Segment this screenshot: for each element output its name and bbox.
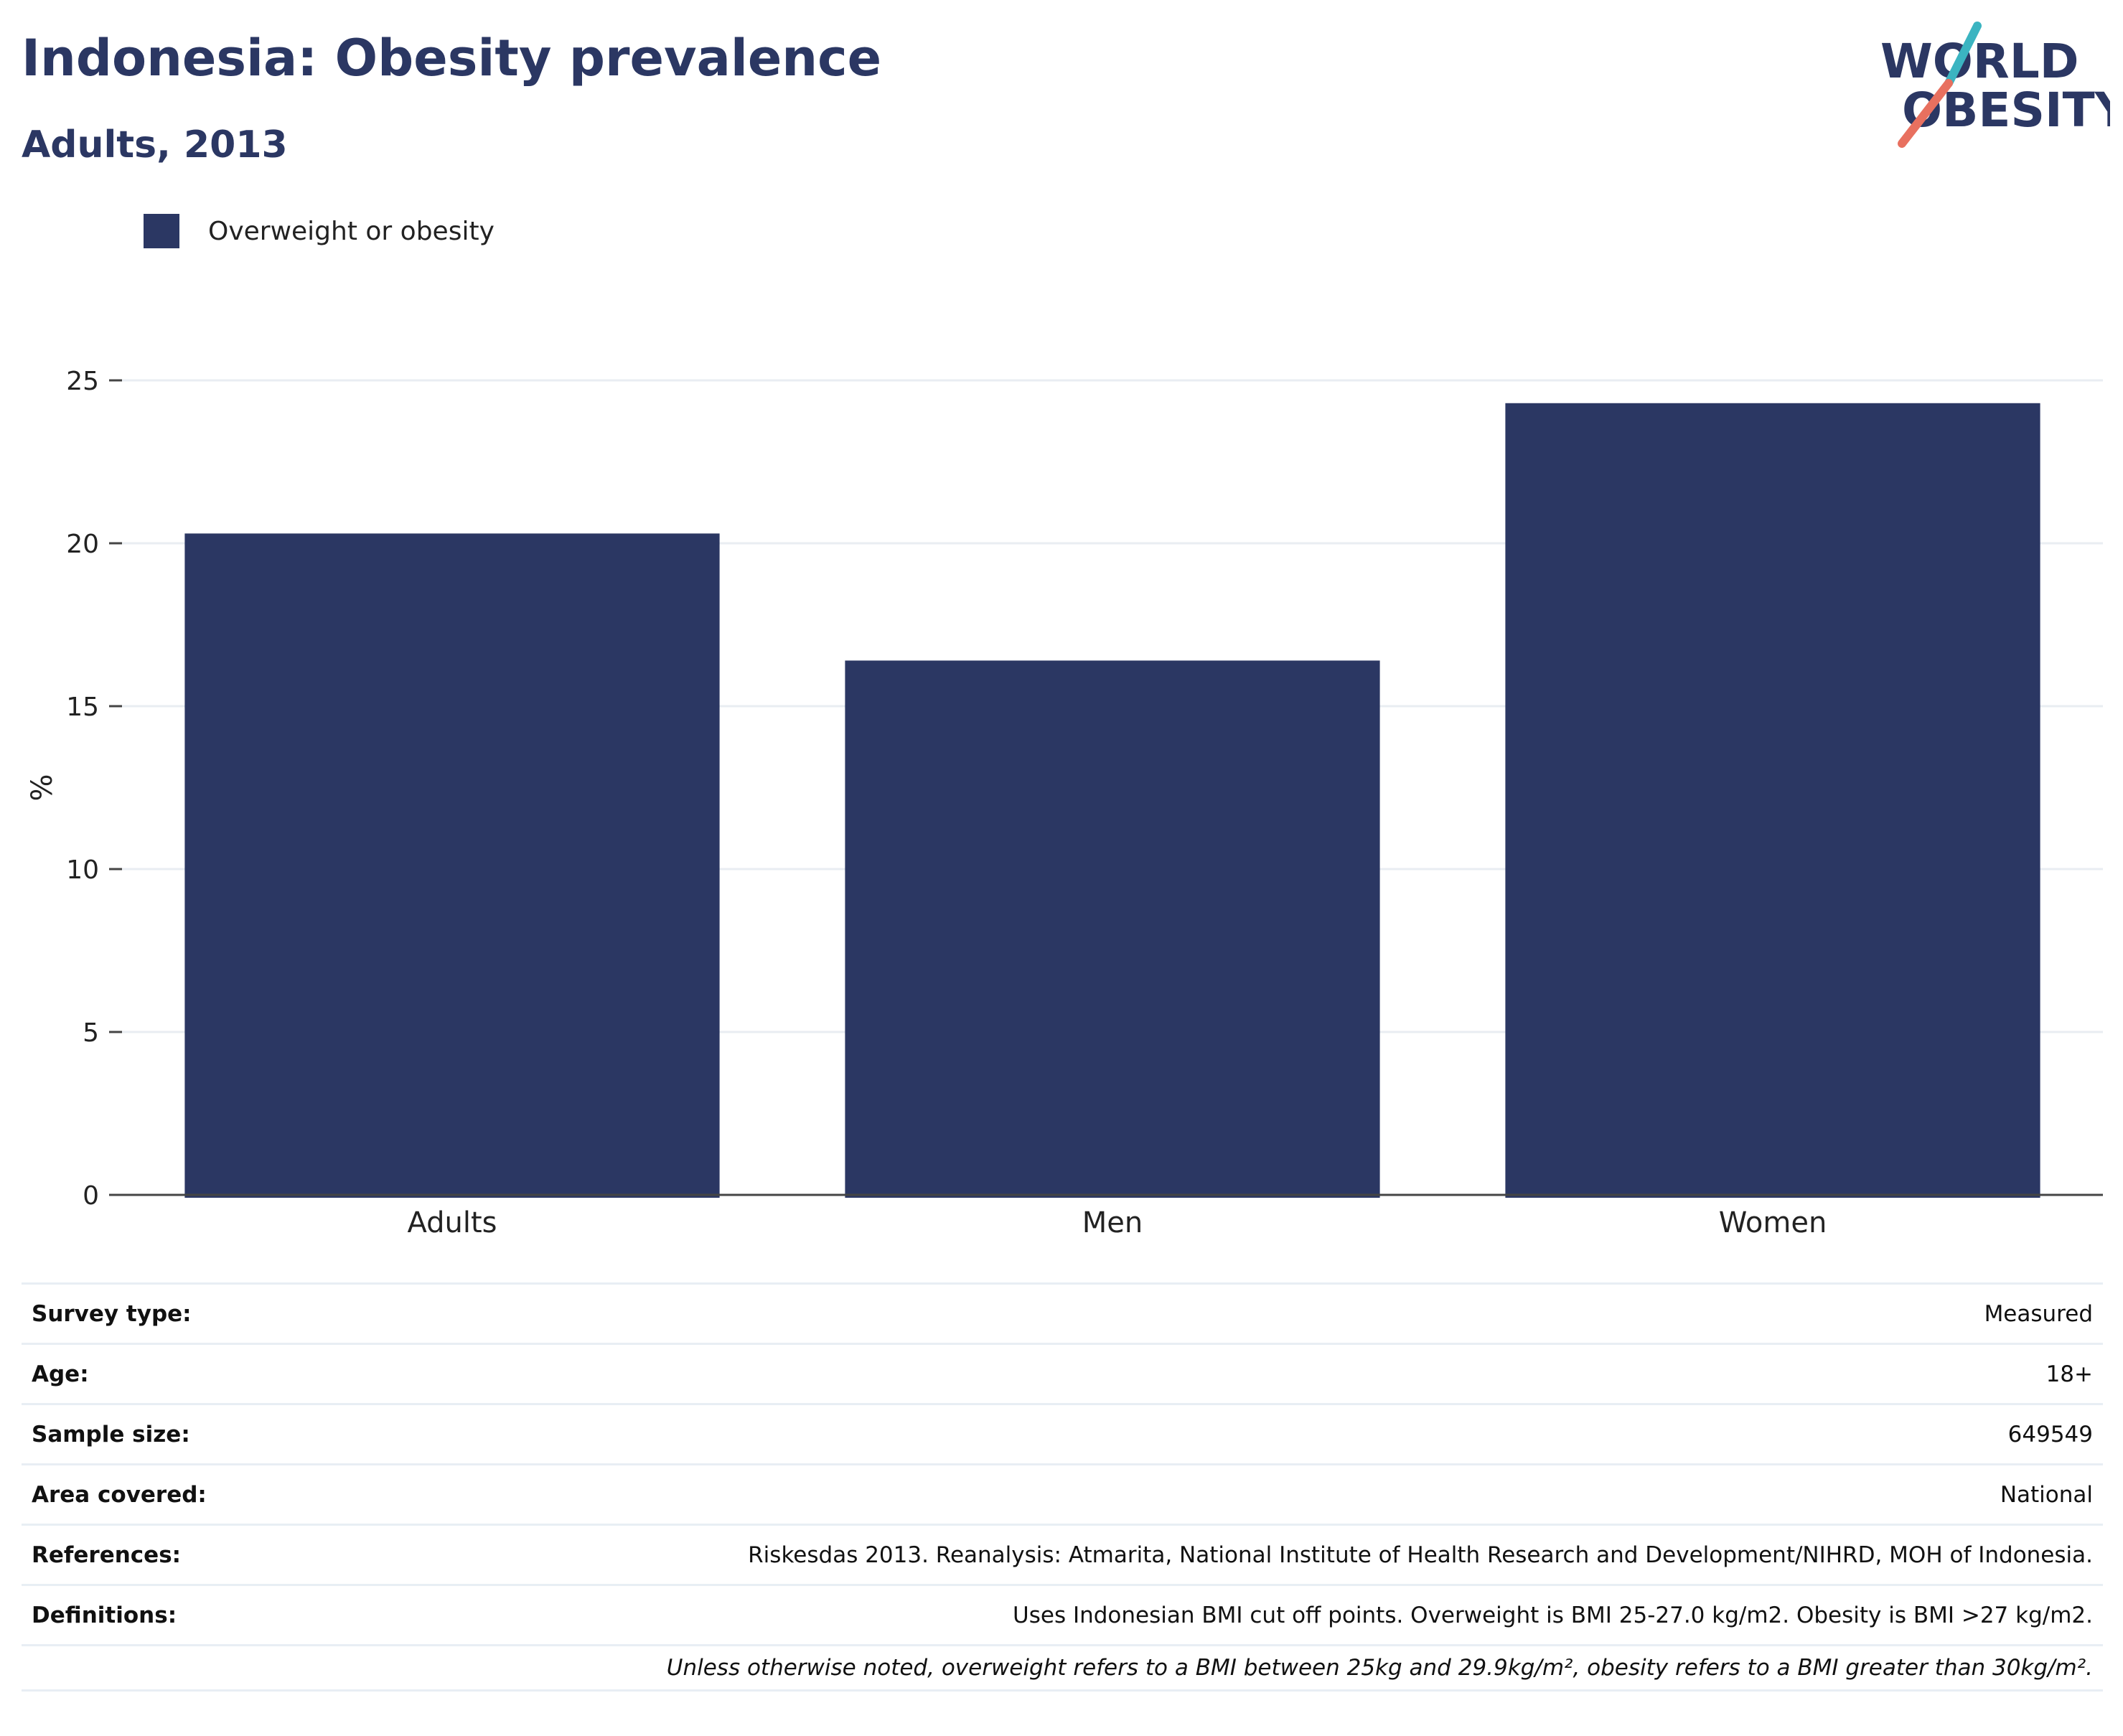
y-axis-label: % — [26, 774, 59, 801]
y-tick-label: 5 — [83, 1018, 99, 1048]
bar-men — [845, 660, 1380, 1198]
y-tick-label: 15 — [66, 693, 99, 722]
info-label: References: — [22, 1524, 257, 1585]
logo-slash-top — [1944, 22, 1982, 88]
info-label: Age: — [22, 1343, 257, 1404]
info-label: Survey type: — [22, 1282, 257, 1344]
info-row: Sample size: 649549 — [22, 1403, 2103, 1465]
world-obesity-logo: WORLD OBESITY — [1880, 22, 2110, 148]
info-label: Definitions: — [22, 1584, 257, 1646]
y-tick-label: 20 — [66, 530, 99, 559]
x-tick-label: Adults — [407, 1206, 497, 1239]
info-row: Area covered: National — [22, 1463, 2103, 1525]
legend-label: Overweight or obesity — [208, 216, 495, 246]
logo-line1: WORLD — [1880, 34, 2079, 89]
info-value: Uses Indonesian BMI cut off points. Over… — [257, 1584, 2103, 1646]
logo-slash-bottom — [1898, 79, 1953, 148]
info-label: Sample size: — [22, 1403, 257, 1465]
footnote: Unless otherwise noted, overweight refer… — [22, 1644, 2103, 1692]
x-tick-label: Men — [1082, 1206, 1143, 1239]
y-tick-label: 25 — [66, 367, 99, 396]
chart-subtitle: Adults, 2013 — [22, 123, 288, 166]
survey-info-table: Survey type: Measured Age: 18+ Sample size: 6… — [22, 1282, 2103, 1692]
info-value: 649549 — [257, 1403, 2103, 1465]
footnote-row: Unless otherwise noted, overweight refer… — [22, 1644, 2103, 1692]
bar-chart: 0 5 10 15 20 25% Adults Men Women — [26, 367, 2103, 1239]
info-value: Measured — [257, 1282, 2103, 1344]
info-label: Area covered: — [22, 1463, 257, 1525]
info-value: 18+ — [257, 1343, 2103, 1404]
bar-adults — [184, 533, 720, 1198]
info-row: Survey type: Measured — [22, 1282, 2103, 1344]
info-value: National — [257, 1463, 2103, 1525]
bar-women — [1505, 403, 2040, 1198]
info-row: Age: 18+ — [22, 1343, 2103, 1404]
y-tick-label: 0 — [83, 1181, 99, 1211]
chart-legend: Overweight or obesity — [144, 214, 495, 248]
info-row: Definitions: Uses Indonesian BMI cut off … — [22, 1584, 2103, 1646]
info-value: Riskesdas 2013. Reanalysis: Atmarita, Na… — [257, 1524, 2103, 1585]
legend-swatch — [144, 214, 179, 248]
chart-title: Indonesia: Obesity prevalence — [22, 29, 882, 88]
x-tick-label: Women — [1719, 1206, 1827, 1239]
y-tick-label: 10 — [66, 855, 99, 885]
info-row: References: Riskesdas 2013. Reanalysis: A… — [22, 1524, 2103, 1585]
